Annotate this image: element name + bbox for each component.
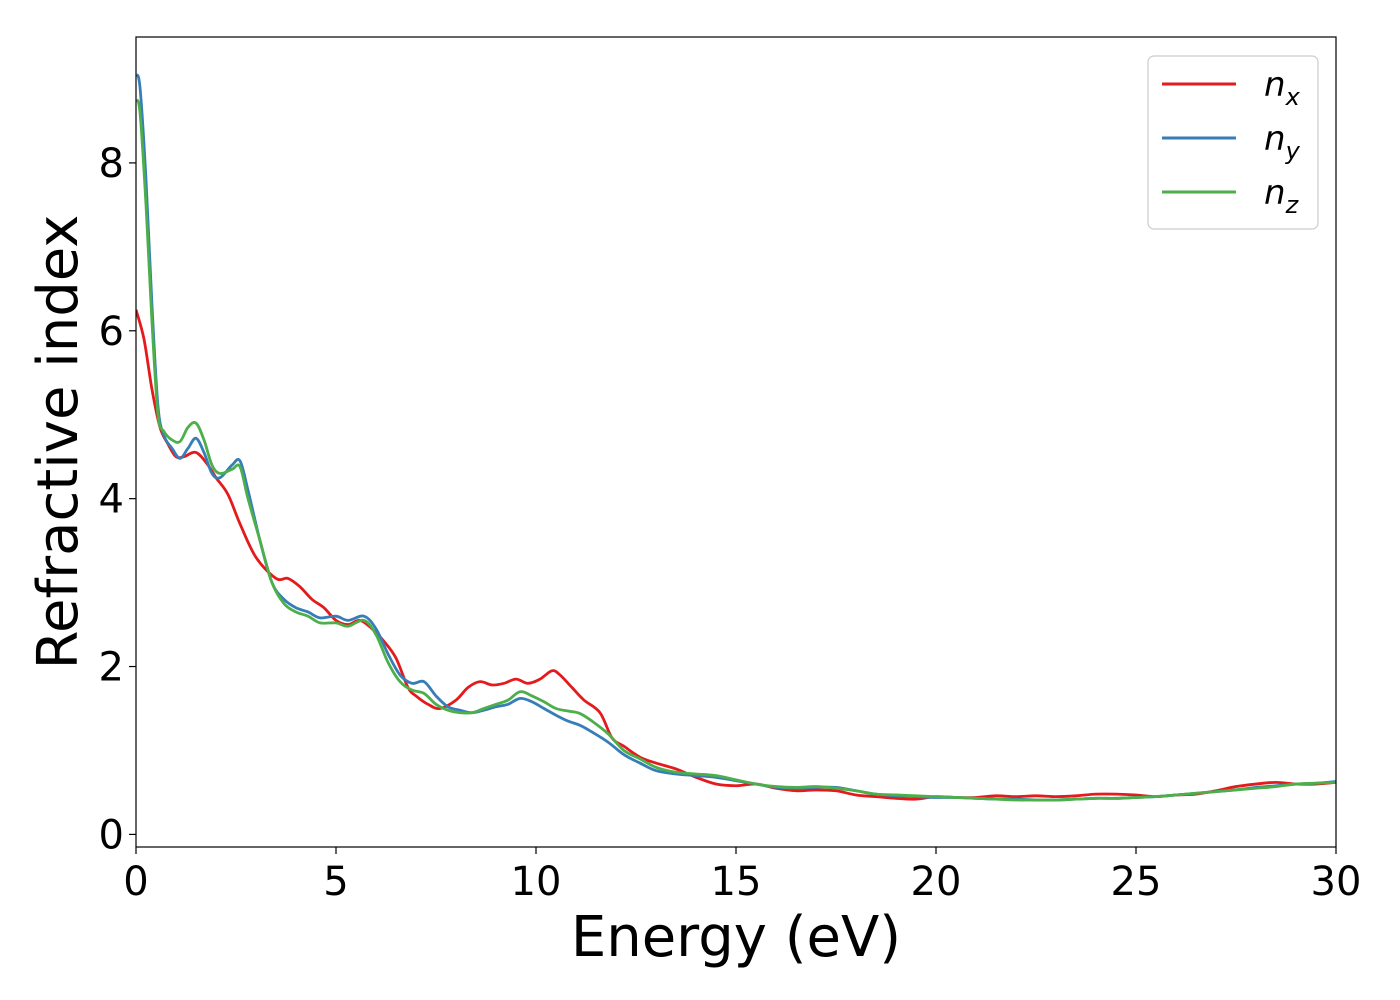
- x-tick-label: 25: [1111, 859, 1162, 905]
- plot-background: [136, 37, 1336, 847]
- y-tick-label: 2: [99, 645, 124, 691]
- y-axis-title: Refractive index: [26, 215, 91, 670]
- x-tick-label: 20: [911, 859, 962, 905]
- x-tick-label: 10: [511, 859, 562, 905]
- legend-frame: [1147, 55, 1319, 230]
- x-axis-title: Energy (eV): [571, 905, 901, 970]
- legend-label-n-x: nx: [1264, 65, 1301, 111]
- y-tick-label: 4: [99, 477, 124, 523]
- y-tick-label: 0: [99, 812, 124, 858]
- series-layer: [136, 73, 1336, 802]
- legend-label-n-z: nz: [1264, 173, 1300, 219]
- x-tick-label: 0: [123, 859, 148, 905]
- series-line-n-z: [136, 98, 1336, 802]
- legend-label-n-y: ny: [1264, 119, 1301, 165]
- x-tick-label: 15: [711, 859, 762, 905]
- series-line-n-x: [136, 309, 1336, 801]
- legend: nx ny nz: [1147, 55, 1319, 230]
- y-axis: 0 2 4 6 8: [99, 141, 136, 858]
- y-tick-label: 8: [99, 141, 124, 187]
- x-tick-label: 5: [323, 859, 348, 905]
- x-tick-label: 30: [1311, 859, 1362, 905]
- x-axis: 0 5 10 15 20 25 30: [123, 847, 1361, 905]
- y-tick-label: 6: [99, 309, 124, 355]
